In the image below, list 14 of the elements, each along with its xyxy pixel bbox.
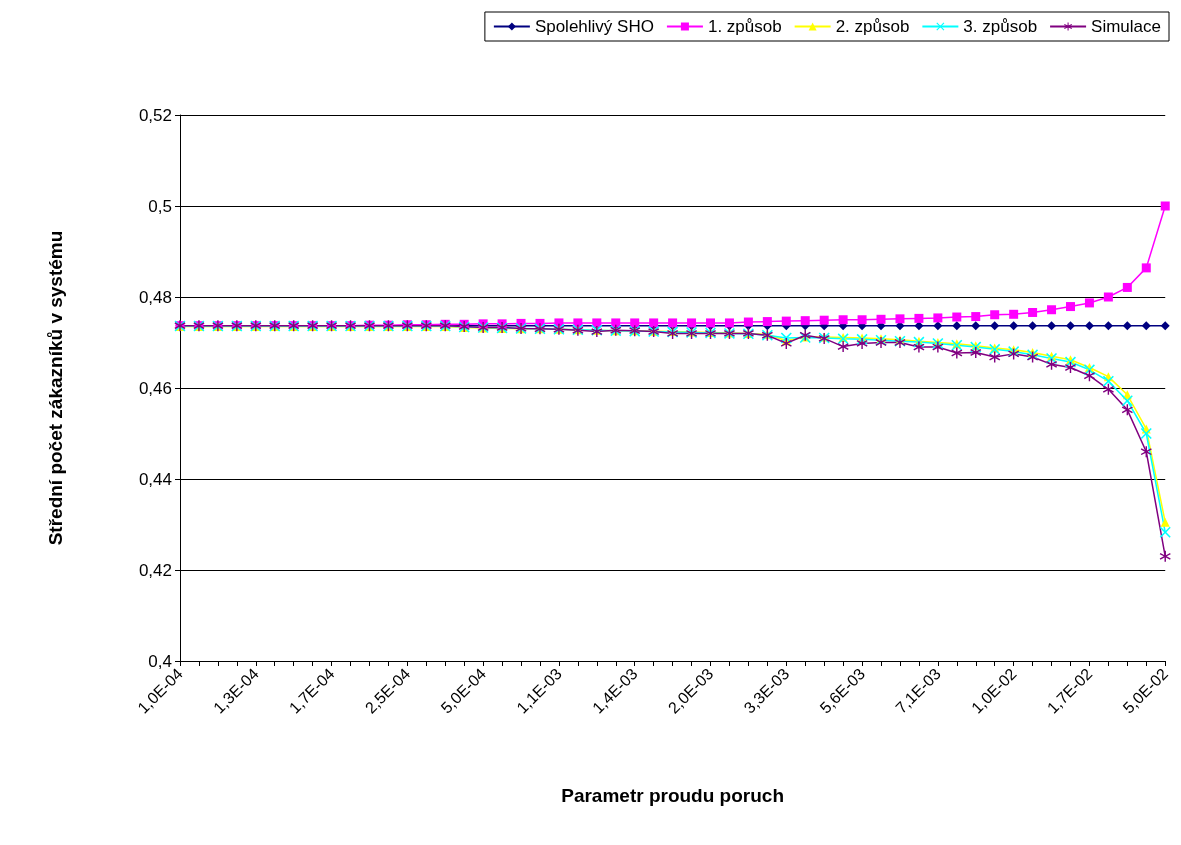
legend-label: Spolehlivý SHO bbox=[534, 17, 654, 36]
y-tick-label: 0,46 bbox=[138, 378, 172, 398]
legend-label: 2. způsob bbox=[835, 17, 910, 36]
legend-label: 3. způsob bbox=[963, 17, 1038, 36]
legend-label: 1. způsob bbox=[707, 17, 782, 36]
y-tick-label: 0,4 bbox=[148, 651, 172, 671]
y-axis-title: Střední počet zákazníků v systému bbox=[45, 230, 66, 546]
x-axis-title: Parametr proudu poruch bbox=[561, 785, 784, 806]
y-tick-label: 0,42 bbox=[138, 560, 172, 580]
y-tick-label: 0,44 bbox=[138, 469, 172, 489]
legend-label: Simulace bbox=[1091, 17, 1161, 36]
y-tick-label: 0,48 bbox=[138, 287, 172, 307]
y-tick-label: 0,52 bbox=[138, 105, 172, 125]
y-tick-label: 0,5 bbox=[148, 196, 172, 216]
